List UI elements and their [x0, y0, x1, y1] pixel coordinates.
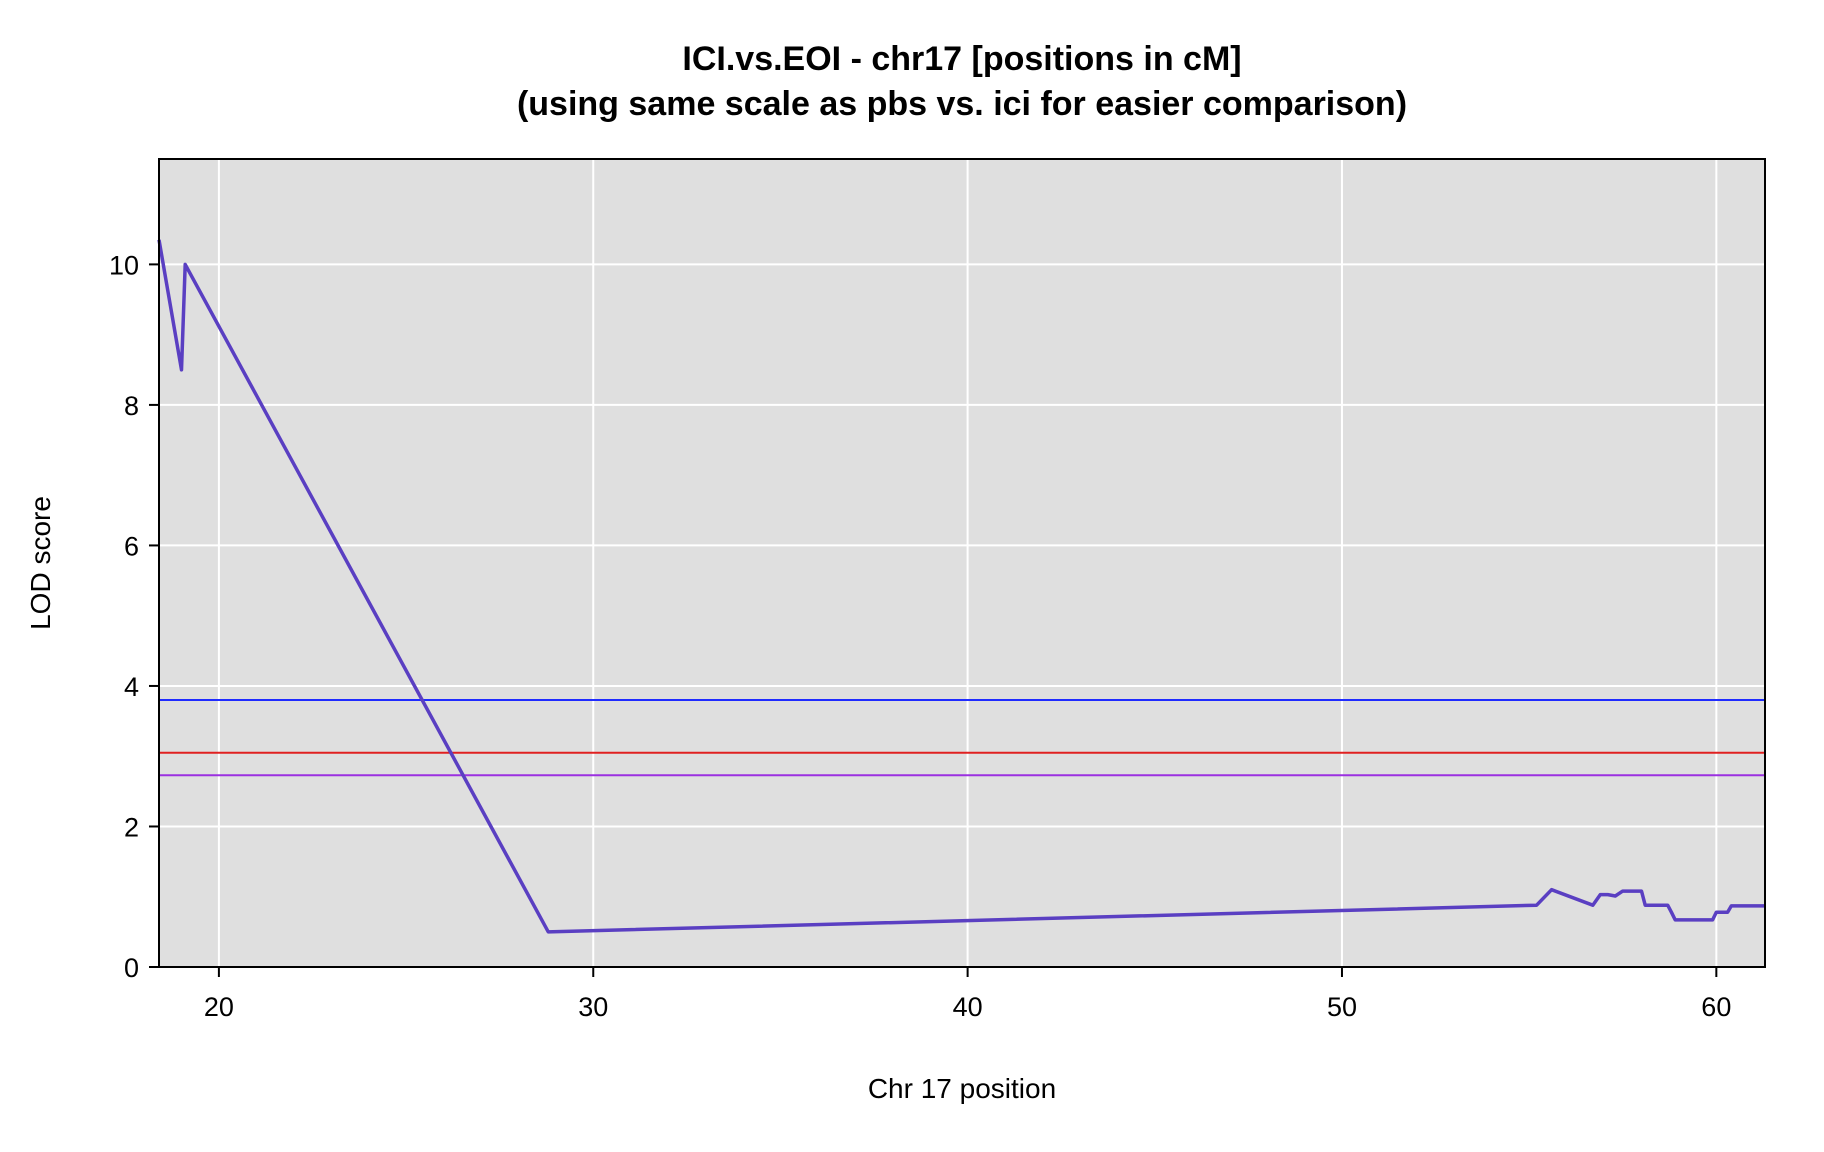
y-tick-label: 8: [124, 391, 139, 421]
x-tick-label: 60: [1701, 992, 1731, 1022]
y-tick-label: 6: [124, 531, 139, 561]
x-axis-label: Chr 17 position: [868, 1073, 1056, 1104]
y-tick-label: 0: [124, 953, 139, 983]
x-tick-label: 40: [953, 992, 983, 1022]
x-tick-label: 30: [578, 992, 608, 1022]
y-tick-label: 2: [124, 812, 139, 842]
x-tick-label: 50: [1327, 992, 1357, 1022]
x-axis-ticks: 20 30 40 50 60: [204, 967, 1731, 1022]
y-tick-label: 4: [124, 672, 139, 702]
plot-border: [158, 158, 1766, 968]
y-tick-label: 10: [109, 250, 139, 280]
plot-area: [159, 159, 1765, 967]
y-axis-label: LOD score: [25, 496, 56, 630]
series-lines: [157, 239, 1765, 934]
lod-series-line: [157, 239, 1765, 934]
chart-subtitle: (using same scale as pbs vs. ici for eas…: [517, 85, 1407, 123]
chart-title: ICI.vs.EOI - chr17 [positions in cM]: [682, 40, 1241, 78]
x-tick-label: 20: [204, 992, 234, 1022]
y-axis-ticks: 0 2 4 6 8 10: [109, 250, 159, 983]
threshold-lines: [159, 699, 1765, 777]
